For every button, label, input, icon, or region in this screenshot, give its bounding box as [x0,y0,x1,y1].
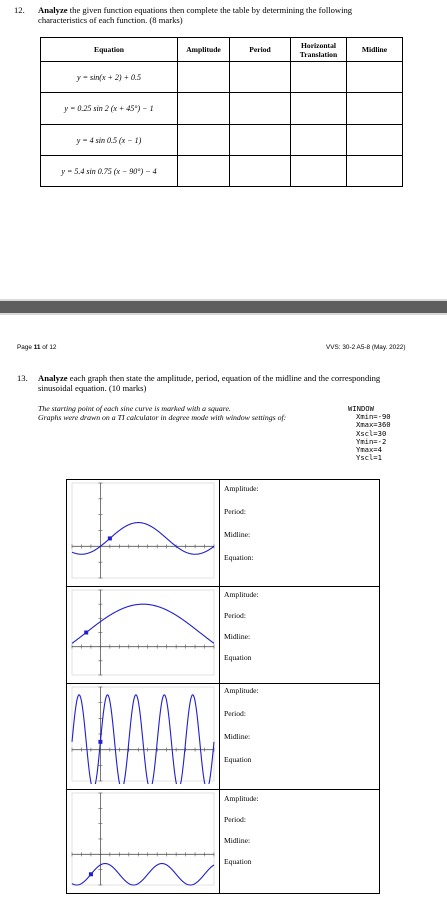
answer-cell[interactable] [346,124,403,156]
answer-cell[interactable] [229,155,291,187]
start-point-marker [88,872,93,877]
label-midline: Midline: [224,836,251,845]
answer-cell[interactable]: Amplitude: Period: Midline: Equation [219,586,380,684]
graph-cell [66,479,220,587]
label-equation: Equation: [224,553,254,562]
label-period: Period: [224,507,246,516]
graph-cell [66,586,220,684]
window-xscl: Xscl=30 [356,428,387,438]
plot-frame [71,482,215,579]
answer-cell[interactable] [229,92,291,125]
graph-cell [66,683,220,790]
graph-3 [71,686,215,790]
label-midline: Midline: [224,732,251,741]
graph-2 [71,589,215,676]
q13-number: 13. [17,373,28,383]
label-equation: Equation [224,755,252,764]
answer-cell[interactable]: Amplitude: Period: Midline: Equation [219,683,380,790]
page-current: 11 [33,344,41,351]
plot-frame [71,589,215,676]
answer-cell[interactable] [346,61,403,93]
answer-cell[interactable]: Amplitude: Period: Midline: Equation [219,789,380,894]
window-xmax: Xmax=360 [356,420,391,430]
sine-curve [71,862,215,886]
sine-curve [71,603,215,644]
q12-prompt: Analyze the given function equations the… [38,5,438,25]
answer-cell[interactable] [346,155,403,187]
q13-note-start: The starting point of each sine curve is… [38,404,231,413]
answer-cell[interactable]: Amplitude: Period: Midline: Equation: [219,479,380,587]
q13-note-window: Graphs were drawn on a TI calculator in … [38,413,287,422]
header-equation: Equation [40,37,178,62]
start-point-marker [107,536,112,541]
label-amplitude: Amplitude: [224,794,259,803]
page-prefix: Page [17,344,34,351]
label-midline: Midline: [224,530,251,539]
label-midline: Midline: [224,632,251,641]
page-suffix: of 12 [40,344,57,351]
answer-cell[interactable] [177,155,230,187]
label-amplitude: Amplitude: [224,590,259,599]
header-midline: Midline [346,37,403,62]
label-amplitude: Amplitude: [224,484,259,493]
equation-cell: y = 0.25 sin 2 (x + 45°) − 1 [40,92,178,125]
answer-cell[interactable] [290,124,347,156]
label-period: Period: [224,709,246,718]
course-code: VVS: 30-2 A5-8 (May. 2022) [326,344,406,351]
answer-cell[interactable] [177,124,230,156]
q13-prompt-rest: each graph then state the amplitude, per… [67,373,381,383]
graph-4 [71,792,215,886]
answer-cell[interactable] [346,92,403,125]
window-title: WINDOW [348,404,374,413]
answer-cell[interactable] [177,92,230,125]
q12-prompt-line2: characteristics of each function. (8 mar… [38,15,183,25]
q12-table: Equation Amplitude Period Horizontal Tra… [40,37,403,187]
window-ymax: Ymax=4 [356,445,382,455]
equation-cell: y = sin(x + 2) + 0.5 [40,61,178,93]
q13-prompt-bold: Analyze [38,373,68,383]
header-horizontal-translation: Horizontal Translation [290,37,347,62]
answer-cell[interactable] [229,61,291,93]
label-period: Period: [224,611,246,620]
label-equation: Equation [224,653,252,662]
answer-cell[interactable] [290,61,347,93]
start-point-marker [84,630,89,635]
q13-prompt: Analyze each graph then state the amplit… [38,373,443,393]
q12-prompt-bold: Analyze [38,5,68,15]
page-number: Page 11 of 12 [17,344,56,351]
equation-cell: y = 5.4 sin 0.75 (x − 90°) − 4 [40,155,178,187]
q12-prompt-rest: the given function equations then comple… [67,5,353,15]
answer-cell[interactable] [229,124,291,156]
answer-cell[interactable] [177,61,230,93]
window-ymin: Ymin=-2 [356,436,387,446]
plot-frame [71,686,215,782]
answer-cell[interactable] [290,155,347,187]
graph-1 [71,482,215,579]
sine-curve [71,694,215,790]
q13-graph-table: Amplitude: Period: Midline: Equation: Am… [66,479,380,894]
sine-curve [71,522,215,555]
q13-prompt-line2: sinusoidal equation. (10 marks) [38,383,147,393]
header-amplitude: Amplitude [177,37,230,62]
page-separator [0,301,447,313]
page-separator-top [0,299,447,301]
window-xmin: Xmin=-90 [356,412,391,422]
window-settings: WINDOW Xmin=-90 Xmax=360 Xscl=30 Ymin=-2… [348,404,391,463]
answer-cell[interactable] [290,92,347,125]
window-yscl: Yscl=1 [356,453,382,463]
label-equation: Equation [224,857,252,866]
equation-cell: y = 4 sin 0.5 (x − 1) [40,124,178,156]
start-point-marker [98,739,103,744]
label-amplitude: Amplitude: [224,686,259,695]
q12-number: 12. [14,5,25,15]
graph-cell [66,789,220,894]
label-period: Period: [224,815,246,824]
page-separator-bottom [0,313,447,315]
header-period: Period [229,37,291,62]
